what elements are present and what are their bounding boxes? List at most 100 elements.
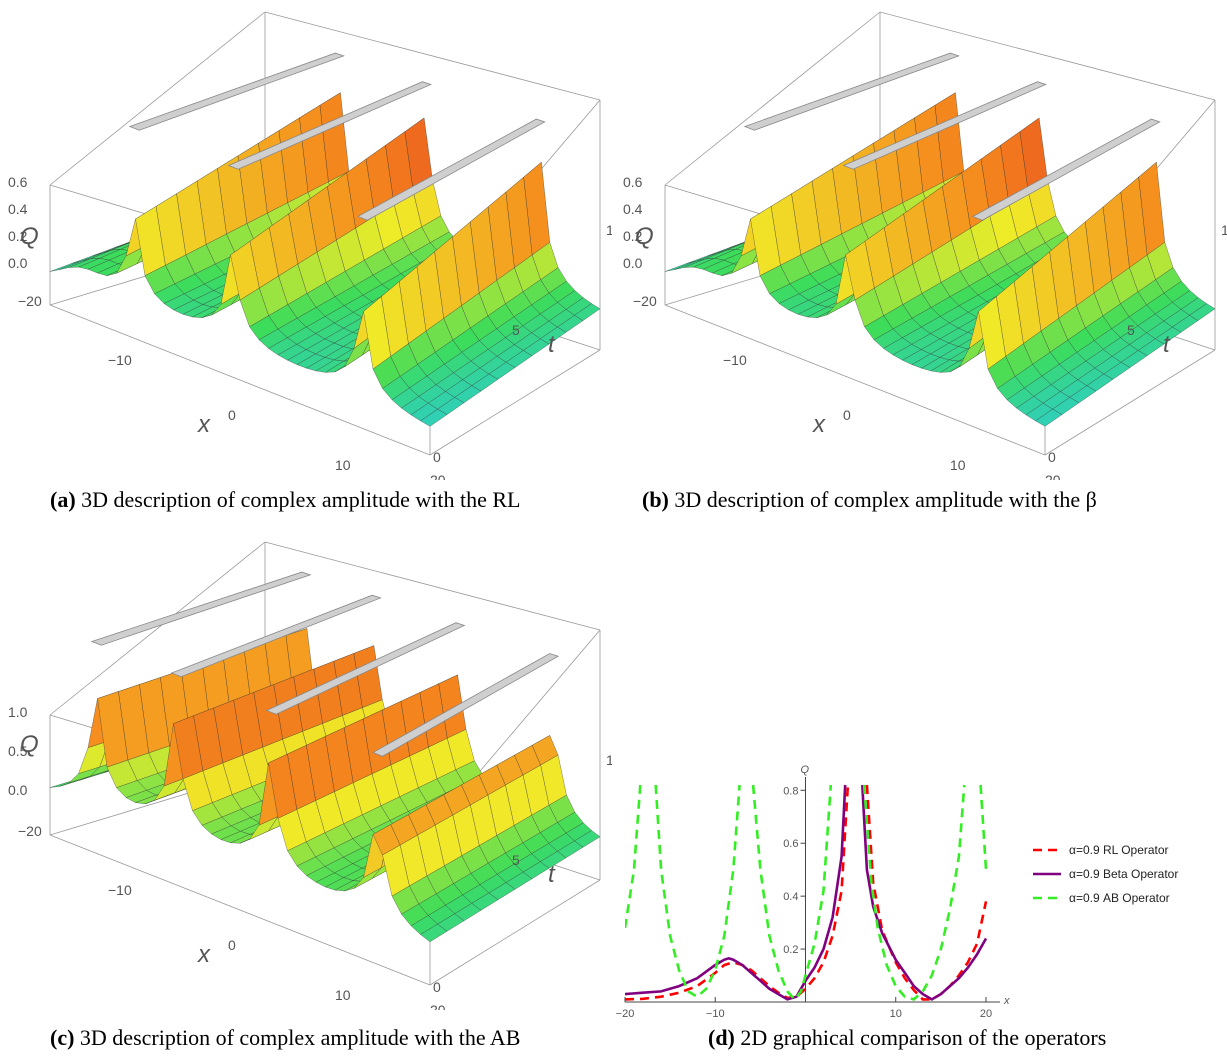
- surface-mesh-b: [664, 92, 1216, 427]
- x-tick-a-4: 20: [430, 472, 446, 480]
- y-tick-label-d-3: 0.8: [783, 785, 798, 797]
- legend-label-1: α=0.9 Beta Operator: [1069, 867, 1178, 881]
- panel-a: 0.6 0.4 0.2 0.0 Q −20 −10 0 10 20 x 10 5 0 t: [0, 0, 612, 480]
- caption-d: (d) 2D graphical comparison of the opera…: [708, 1025, 1106, 1051]
- legend-label-0: α=0.9 RL Operator: [1069, 843, 1169, 857]
- clipped-cap-a-1: [227, 81, 432, 170]
- x-tick-b-1: −10: [723, 352, 747, 368]
- x-tick-c-2: 0: [228, 937, 236, 953]
- clipped-cap-a-0: [128, 52, 345, 131]
- box-edge-b-0: [879, 11, 1216, 101]
- z-tick-b-0: 0.6: [623, 174, 643, 190]
- x-axis-label-c: x: [197, 941, 211, 968]
- x-tick-label-d-2: 10: [890, 1008, 902, 1020]
- surface-plot-b: 0.6 0.4 0.2 0.0 Q −20 −10 0 10 20 x 10 5 0 t: [623, 11, 1227, 480]
- x-tick-c-4: 20: [430, 1002, 446, 1010]
- z-axis-label-b: Q: [635, 223, 654, 250]
- x-tick-b-2: 0: [843, 407, 851, 423]
- series-line-0-seg-0: [625, 784, 850, 1001]
- clipped-cap-c-1: [170, 594, 382, 678]
- clipped-cap-b-1: [842, 81, 1047, 170]
- t-tick-a-2: 0: [433, 449, 441, 465]
- x-tick-b-4: 20: [1045, 472, 1061, 480]
- t-tick-b-2: 0: [1048, 449, 1056, 465]
- box-edge-b-7: [664, 304, 1046, 456]
- surface-mesh-a: [49, 92, 601, 427]
- t-tick-b-0: 10: [1221, 222, 1227, 238]
- box-edge-a-1: [49, 11, 266, 186]
- x-tick-b-0: −20: [633, 293, 657, 309]
- clipped-cap-b-0: [743, 52, 960, 131]
- z-tick-c-0: 1.0: [8, 704, 28, 720]
- t-tick-c-2: 0: [433, 979, 441, 995]
- clipped-cap-a-2: [356, 118, 546, 221]
- caption-c-text: 3D description of complex amplitude with…: [79, 1025, 521, 1050]
- z-tick-a-2: 0.2: [8, 228, 28, 244]
- clipped-cap-c-0: [90, 571, 312, 646]
- clipped-cap-c-2: [265, 622, 466, 715]
- y-axis-label-d: Q: [800, 764, 809, 776]
- z-tick-b-3: 0.0: [623, 255, 643, 271]
- z-tick-a-3: 0.0: [8, 255, 28, 271]
- caption-d-tag: (d): [708, 1025, 735, 1050]
- x-tick-label-d-0: −20: [616, 1008, 635, 1020]
- box-edge-a-0: [264, 11, 601, 101]
- box-edge-c-7: [49, 834, 431, 986]
- clipped-cap-c-3: [372, 653, 560, 757]
- series-line-2-seg-3: [862, 784, 966, 1001]
- z-tick-b-1: 0.4: [623, 201, 643, 217]
- line-chart-d: −20 −10 10 20 0.2 0.4 0.6 0.8 x Qα=0.9 RL Operato…: [616, 764, 1179, 1020]
- x-tick-a-1: −10: [108, 352, 132, 368]
- t-axis-label-c: t: [548, 861, 556, 888]
- y-tick-label-d-2: 0.6: [783, 838, 798, 850]
- t-axis-label-a: t: [548, 331, 556, 358]
- caption-c: (c) 3D description of complex amplitude …: [50, 1025, 520, 1051]
- z-tick-b-2: 0.2: [623, 228, 643, 244]
- caption-a-text: 3D description of complex amplitude with…: [81, 487, 521, 512]
- legend-label-2: α=0.9 AB Operator: [1069, 891, 1170, 905]
- caption-b-text: 3D description of complex amplitude with…: [674, 487, 1097, 512]
- z-axis-label-a: Q: [20, 223, 39, 250]
- box-edge-a-7: [49, 304, 431, 456]
- x-tick-c-3: 10: [335, 987, 351, 1003]
- t-tick-a-1: 5: [512, 322, 520, 338]
- t-tick-a-0: 10: [606, 222, 612, 238]
- x-tick-a-0: −20: [18, 293, 42, 309]
- x-axis-label-d: x: [1003, 995, 1010, 1007]
- x-tick-c-0: −20: [18, 823, 42, 839]
- z-tick-a-0: 0.6: [8, 174, 28, 190]
- x-tick-a-3: 10: [335, 457, 351, 473]
- caption-d-text: 2D graphical comparison of the operators: [740, 1025, 1107, 1050]
- series-line-2-seg-4: [979, 784, 988, 870]
- caption-c-tag: (c): [50, 1025, 75, 1050]
- z-tick-c-2: 0.0: [8, 782, 28, 798]
- t-tick-b-1: 5: [1127, 322, 1135, 338]
- panel-b: 0.6 0.4 0.2 0.0 Q −20 −10 0 10 20 x 10 5 0 t: [615, 0, 1227, 480]
- box-edge-c-0: [264, 541, 601, 631]
- caption-b: (b) 3D description of complex amplitude …: [642, 487, 1097, 513]
- x-tick-c-1: −10: [108, 882, 132, 898]
- panel-c: 1.0 0.5 0.0 Q −20 −10 0 10 20 x 10 5 0 t: [0, 530, 612, 1010]
- t-tick-c-1: 5: [512, 852, 520, 868]
- box-edge-c-8: [429, 879, 601, 986]
- y-tick-label-d-1: 0.4: [783, 891, 798, 903]
- surface-plot-a: 0.6 0.4 0.2 0.0 Q −20 −10 0 10 20 x 10 5 0 t: [8, 11, 612, 480]
- x-axis-label-a: x: [197, 411, 211, 438]
- t-axis-label-b: t: [1163, 331, 1171, 358]
- z-tick-c-1: 0.5: [8, 743, 28, 759]
- z-tick-a-1: 0.4: [8, 201, 28, 217]
- x-tick-a-2: 0: [228, 407, 236, 423]
- t-tick-c-0: 10: [606, 752, 612, 768]
- caption-a: (a) 3D description of complex amplitude …: [50, 487, 520, 513]
- box-edge-b-8: [1044, 349, 1216, 456]
- y-tick-label-d-0: 0.2: [783, 944, 798, 956]
- surface-plot-c: 1.0 0.5 0.0 Q −20 −10 0 10 20 x 10 5 0 t: [8, 541, 612, 1010]
- series-line-2-seg-0: [625, 784, 642, 929]
- box-edge-a-8: [429, 349, 601, 456]
- series-line-1-seg-1: [861, 784, 988, 1001]
- box-edge-b-1: [664, 11, 881, 186]
- box-edge-c-1: [49, 541, 266, 716]
- caption-a-tag: (a): [50, 487, 76, 512]
- clipped-cap-b-2: [971, 118, 1161, 221]
